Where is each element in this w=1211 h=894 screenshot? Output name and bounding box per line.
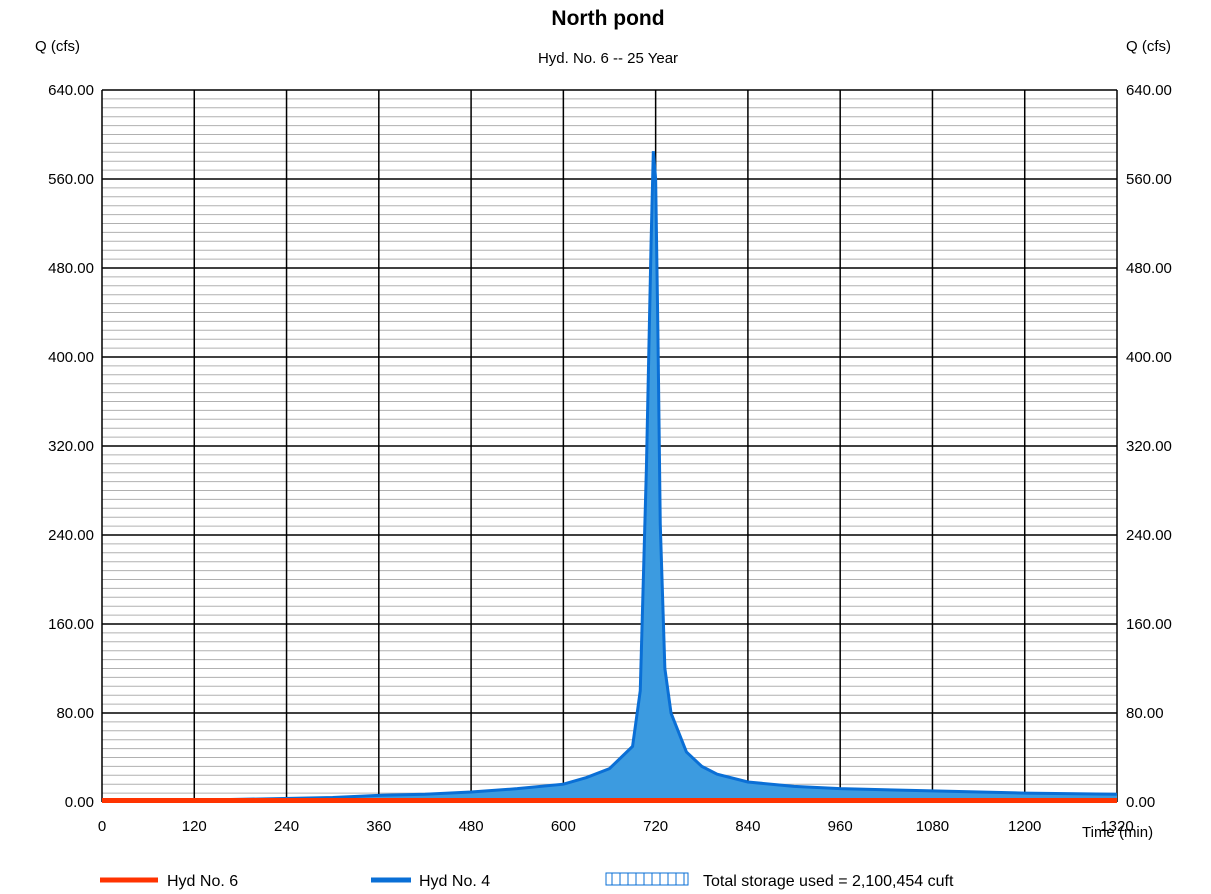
y-tick-label-left: 560.00 <box>48 171 94 188</box>
y-axis-label-left: Q (cfs) <box>35 38 80 55</box>
x-tick-label: 720 <box>643 818 668 835</box>
y-tick-label-right: 560.00 <box>1126 171 1172 188</box>
legend-storage-swatch <box>605 872 689 886</box>
y-tick-label-left: 240.00 <box>48 527 94 544</box>
y-tick-label-right: 400.00 <box>1126 349 1172 366</box>
x-tick-label: 840 <box>735 818 760 835</box>
x-tick-label: 960 <box>828 818 853 835</box>
y-tick-label-right: 0.00 <box>1126 794 1155 811</box>
y-tick-labels-left: 0.00 80.00 160.00 240.00 320.00 400.00 480.00 5… <box>48 82 94 811</box>
y-axis-label-right: Q (cfs) <box>1126 38 1171 55</box>
hyd4-line <box>217 151 1118 802</box>
y-tick-label-left: 0.00 <box>65 794 94 811</box>
y-tick-label-right: 160.00 <box>1126 616 1172 633</box>
x-tick-label: 360 <box>366 818 391 835</box>
x-tick-label: 600 <box>551 818 576 835</box>
minor-gridlines <box>102 98 1117 794</box>
legend: Hyd No. 6 Hyd No. 4 Total storage used =… <box>100 872 954 890</box>
y-tick-label-right: 640.00 <box>1126 82 1172 99</box>
x-tick-label: 1200 <box>1008 818 1041 835</box>
series-layer <box>102 151 1118 803</box>
x-tick-label: 1320 <box>1100 818 1133 835</box>
x-tick-label: 480 <box>459 818 484 835</box>
x-tick-label: 1080 <box>916 818 949 835</box>
chart-title: North pond <box>551 7 664 30</box>
y-tick-label-right: 320.00 <box>1126 438 1172 455</box>
x-tick-labels: 0 120 240 360 480 600 720 840 960 1080 1200 1320 <box>98 818 1134 835</box>
y-tick-labels-right: 0.00 80.00 160.00 240.00 320.00 400.00 480.00 5… <box>1126 82 1172 811</box>
y-tick-label-right: 480.00 <box>1126 260 1172 277</box>
x-tick-label: 240 <box>274 818 299 835</box>
y-tick-label-right: 240.00 <box>1126 527 1172 544</box>
legend-storage-label: Total storage used = 2,100,454 cuft <box>703 873 954 890</box>
y-tick-label-left: 160.00 <box>48 616 94 633</box>
y-tick-label-left: 400.00 <box>48 349 94 366</box>
x-axis-label: Time (min) <box>1082 824 1153 841</box>
y-tick-label-left: 320.00 <box>48 438 94 455</box>
legend-label-hyd4: Hyd No. 4 <box>419 873 490 890</box>
x-tick-label: 0 <box>98 818 106 835</box>
y-tick-label-left: 80.00 <box>56 705 94 722</box>
chart-subtitle: Hyd. No. 6 -- 25 Year <box>538 50 678 67</box>
x-tick-label: 120 <box>182 818 207 835</box>
y-tick-label-left: 480.00 <box>48 260 94 277</box>
y-tick-label-left: 640.00 <box>48 82 94 99</box>
y-tick-label-right: 80.00 <box>1126 705 1164 722</box>
legend-label-hyd6: Hyd No. 6 <box>167 873 238 890</box>
